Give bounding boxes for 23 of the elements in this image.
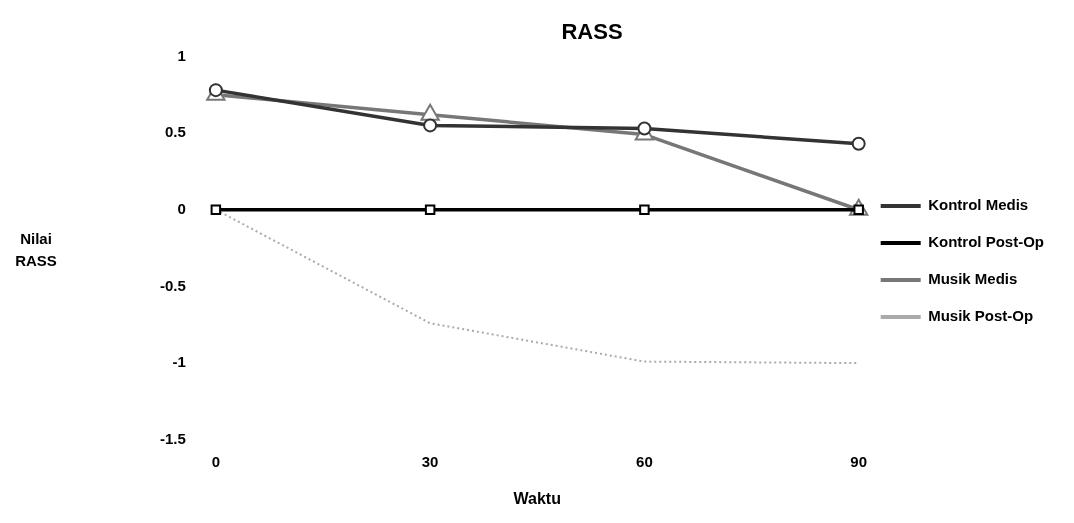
legend-label: Kontrol Post-Op [928, 233, 1045, 251]
point [423, 118, 438, 133]
y-tick-label: -1 [172, 353, 186, 371]
point [424, 204, 436, 215]
legend-label: Musik Post-Op [928, 307, 1034, 325]
y-tick-label: 0 [177, 199, 186, 217]
point [210, 204, 222, 215]
point [851, 136, 866, 151]
legend-label: Kontrol Medis [928, 196, 1029, 214]
x-axis-title: Waktu [513, 489, 561, 507]
y-tick-label: -1.5 [159, 429, 186, 447]
legend-label: Musik Medis [928, 270, 1018, 288]
y-tick-label: -0.5 [159, 276, 186, 294]
point [639, 204, 650, 215]
chart-title: RASS [561, 19, 623, 45]
x-tick-label: 30 [421, 452, 439, 470]
point [637, 121, 652, 136]
y-tick-label: 1 [177, 46, 186, 64]
y-tick-label: 0.5 [164, 123, 186, 141]
y-axis-title: Nilai RASS [14, 229, 58, 271]
x-tick-label: 90 [850, 452, 868, 470]
x-tick-label: 0 [211, 452, 221, 470]
x-tick-label: 60 [636, 452, 653, 470]
